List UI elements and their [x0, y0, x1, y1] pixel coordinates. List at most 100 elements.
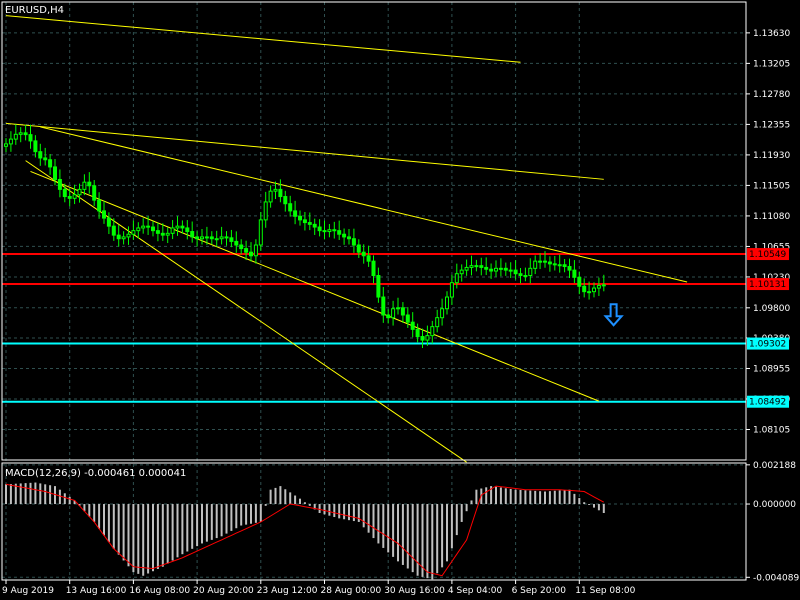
- candle-body: [67, 196, 72, 199]
- macd-tick-label: 0.000000: [753, 500, 796, 510]
- trendlines: [5, 15, 688, 463]
- price-tick-label: 1.13630: [753, 29, 790, 39]
- candle-body: [8, 138, 13, 145]
- candle-body: [151, 226, 155, 232]
- candle-body: [538, 260, 543, 263]
- level-price-tag: [747, 248, 789, 261]
- candle-body: [464, 266, 469, 271]
- level-price-label: 1.10549: [749, 250, 786, 260]
- candle-body: [224, 236, 229, 239]
- candle-body: [200, 236, 204, 240]
- candle-body: [82, 181, 87, 190]
- candle-body: [77, 188, 82, 196]
- level-price-tag: [747, 278, 789, 291]
- candle-body: [253, 244, 258, 257]
- candle-body: [356, 244, 361, 253]
- candle-body: [557, 264, 562, 267]
- candle-body: [160, 232, 165, 236]
- candle-body: [175, 225, 180, 229]
- candle-body: [430, 326, 435, 337]
- macd-panel: 0.002188 0.000000 -0.004089: [5, 461, 799, 583]
- candle-body: [155, 230, 160, 234]
- chart-frame: [1, 1, 747, 581]
- candle-body: [293, 210, 298, 217]
- candle-body: [322, 230, 327, 233]
- candle-body: [543, 260, 547, 263]
- candlesticks: [4, 124, 606, 349]
- price-tick-label: 1.11505: [753, 181, 790, 191]
- candle-body: [288, 203, 293, 212]
- candle-body: [425, 335, 430, 341]
- price-tick-label: 1.08955: [753, 364, 790, 374]
- candle-body: [106, 217, 111, 227]
- candle-body: [244, 248, 249, 253]
- candle-body: [508, 269, 513, 272]
- time-tick-label: 28 Aug 00:00: [321, 586, 382, 596]
- candle-body: [400, 307, 405, 316]
- candle-body: [474, 265, 479, 268]
- candle-body: [415, 328, 420, 338]
- price-tick-label: 1.08105: [753, 425, 790, 435]
- candle-body: [97, 199, 102, 212]
- time-axis: 9 Aug 2019 13 Aug 16:00 16 Aug 08:00 20 Aug…: [2, 580, 636, 596]
- time-tick-label: 16 Aug 08:00: [129, 586, 190, 596]
- candle-body: [258, 219, 263, 246]
- candle-body: [229, 237, 234, 242]
- candle-body: [13, 133, 18, 140]
- main-panel-border: [1, 1, 747, 461]
- candle-body: [204, 236, 209, 239]
- candle-body: [273, 188, 278, 192]
- candle-body: [410, 321, 415, 330]
- candle-body: [126, 233, 131, 238]
- time-tick-label: 13 Aug 16:00: [66, 586, 127, 596]
- candle-body: [180, 225, 185, 229]
- candle-body: [116, 234, 121, 240]
- trendline: [25, 160, 467, 463]
- candle-body: [577, 276, 582, 287]
- candle-body: [342, 233, 347, 238]
- candle-body: [503, 267, 508, 271]
- horizontal-levels: [2, 253, 746, 403]
- price-tick-label: 1.10230: [753, 273, 790, 283]
- price-tick-label: 1.09800: [753, 304, 790, 314]
- candle-body: [523, 275, 528, 278]
- candle-body: [302, 219, 307, 224]
- candle-body: [484, 266, 489, 270]
- candle-body: [4, 143, 8, 147]
- candle-body: [209, 236, 214, 240]
- candle-body: [214, 238, 219, 241]
- time-tick-label: 30 Aug 16:00: [384, 586, 445, 596]
- candle-body: [547, 261, 552, 265]
- candle-body: [298, 215, 302, 221]
- candle-body: [170, 227, 175, 234]
- candle-body: [533, 260, 538, 269]
- candle-body: [234, 240, 239, 246]
- candle-body: [582, 285, 587, 293]
- candle-body: [239, 244, 244, 250]
- candle-body: [351, 238, 356, 246]
- candle-body: [102, 210, 106, 219]
- candle-body: [48, 159, 53, 168]
- candle-body: [596, 285, 601, 289]
- candle-body: [552, 263, 557, 266]
- candle-body: [195, 236, 200, 240]
- candle-body: [307, 222, 312, 225]
- time-tick-label: 6 Sep 20:00: [512, 586, 567, 596]
- candle-body: [592, 287, 596, 293]
- candle-body: [57, 178, 62, 190]
- candle-body: [435, 317, 440, 328]
- candle-body: [263, 201, 268, 221]
- time-tick-label: 9 Aug 2019: [2, 586, 54, 596]
- candle-body: [53, 166, 57, 180]
- grid-lines: [2, 2, 746, 580]
- level-price-label: 1.10131: [749, 280, 786, 290]
- candle-body: [381, 296, 386, 316]
- candle-body: [136, 227, 141, 232]
- price-tick-label: 1.11930: [753, 151, 790, 161]
- candle-body: [376, 275, 381, 298]
- candle-body: [327, 229, 332, 233]
- candle-body: [219, 236, 224, 240]
- candle-body: [18, 132, 23, 135]
- candle-body: [131, 230, 136, 235]
